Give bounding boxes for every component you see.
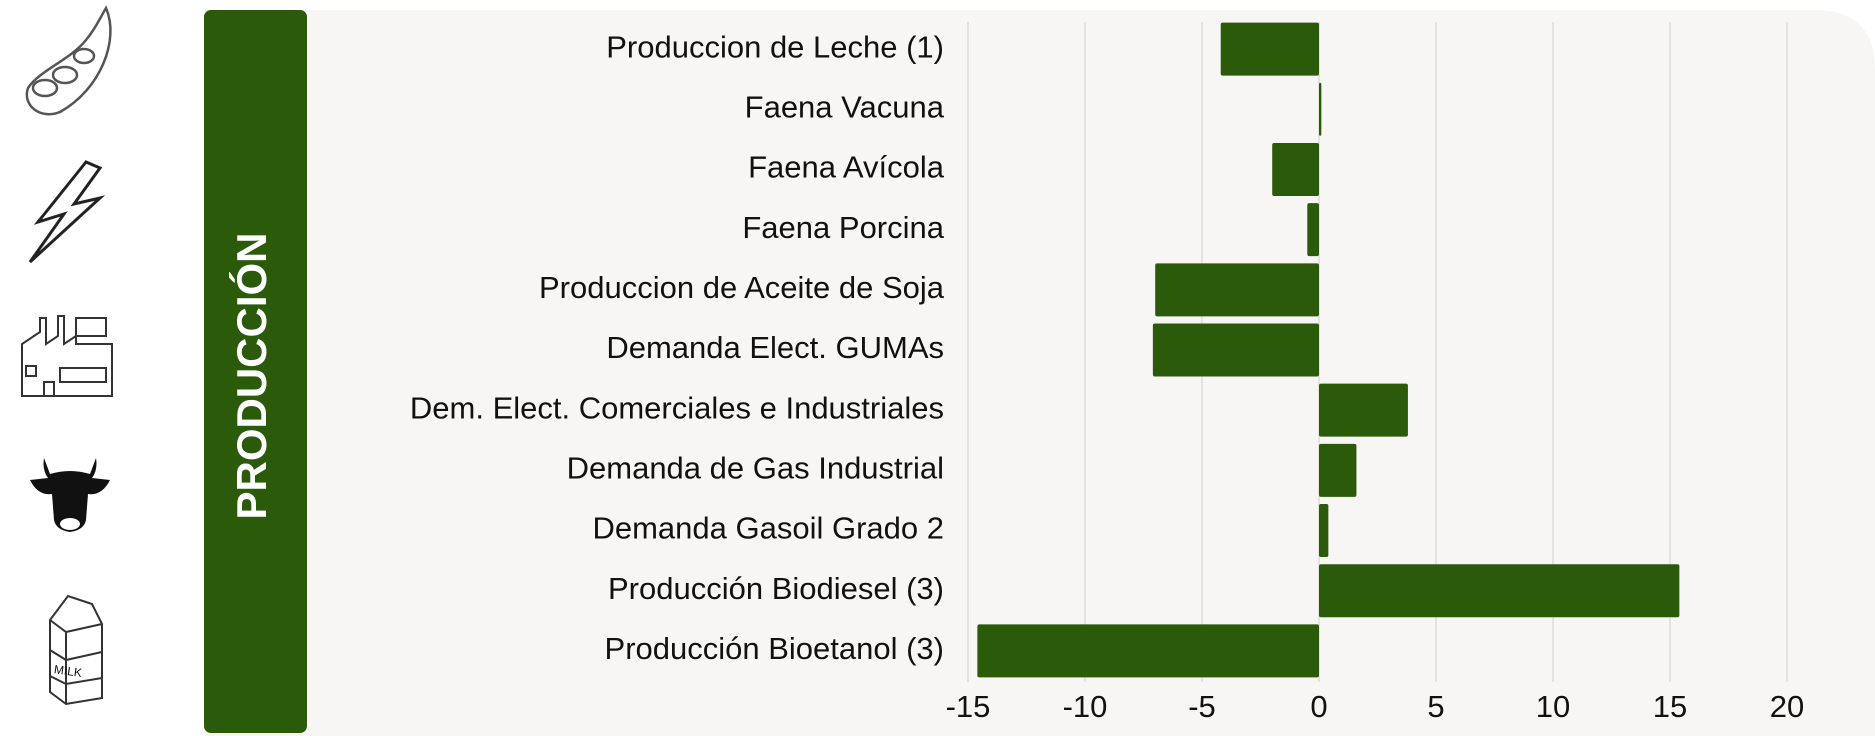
icons: MILK <box>21 5 113 706</box>
bar <box>1319 504 1329 558</box>
bar <box>1319 383 1408 437</box>
category-label: Producción Biodiesel (3) <box>608 571 944 606</box>
bolt-icon <box>28 160 106 264</box>
bar <box>1272 142 1319 196</box>
category-label: Faena Porcina <box>742 210 944 245</box>
card <box>204 10 1875 736</box>
category-label: Faena Avícola <box>748 150 945 185</box>
x-tick-label: -10 <box>1063 689 1108 724</box>
category-label: Produccion de Aceite de Soja <box>539 270 945 305</box>
bar <box>1319 564 1680 618</box>
bar <box>1155 263 1319 317</box>
x-tick-label: 5 <box>1427 689 1444 724</box>
section-title: PRODUCCIÓN <box>227 232 275 519</box>
category-label: Producción Bioetanol (3) <box>605 631 944 666</box>
x-tick-label: 20 <box>1770 689 1804 724</box>
x-tick-label: -15 <box>946 689 991 724</box>
bar <box>1307 203 1319 257</box>
x-tick-label: 10 <box>1536 689 1570 724</box>
bar <box>977 624 1319 678</box>
section-panel <box>204 10 307 733</box>
bar <box>1319 82 1322 136</box>
category-label: Demanda Gasoil Grado 2 <box>592 511 944 546</box>
bar <box>1152 323 1319 377</box>
x-tick-label: 15 <box>1653 689 1687 724</box>
category-label: Produccion de Leche (1) <box>606 29 944 64</box>
x-tick-label: 0 <box>1310 689 1327 724</box>
category-label: Demanda Elect. GUMAs <box>606 330 944 365</box>
factory-icon <box>21 315 113 397</box>
bar <box>1319 443 1357 497</box>
category-label: Faena Vacuna <box>745 89 945 124</box>
x-tick-label: -5 <box>1188 689 1216 724</box>
category-label: Dem. Elect. Comerciales e Industriales <box>410 390 944 425</box>
cow-icon <box>30 458 110 532</box>
svg-text:MILK: MILK <box>53 662 83 680</box>
category-label: Demanda de Gas Industrial <box>567 451 944 486</box>
bar <box>1220 22 1319 76</box>
soy-icon <box>25 5 112 116</box>
milk-icon: MILK <box>49 594 103 706</box>
